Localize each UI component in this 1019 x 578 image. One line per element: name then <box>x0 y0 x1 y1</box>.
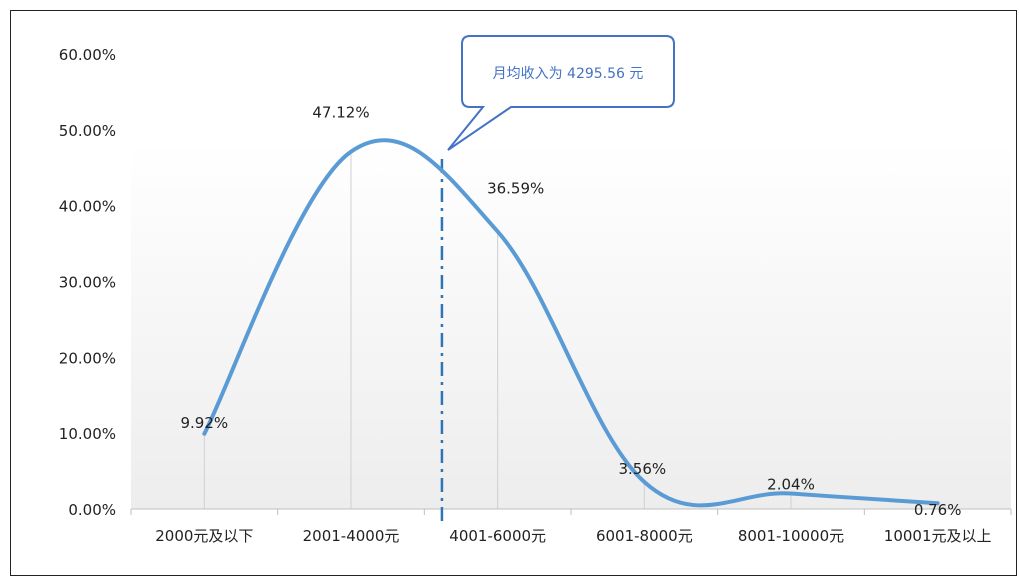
y-tick-label: 20.00% <box>59 349 116 367</box>
chart-plot: 0.00% 10.00% 20.00% 30.00% 40.00% 50.00% 60.00… <box>59 35 1012 545</box>
y-axis: 0.00% 10.00% 20.00% 30.00% 40.00% 50.00% 60.00… <box>59 46 116 519</box>
x-tick-label: 6001-8000元 <box>596 527 693 545</box>
y-tick-label: 50.00% <box>59 122 116 140</box>
x-tick-label: 2000元及以下 <box>155 527 253 545</box>
x-tick-label: 4001-6000元 <box>449 527 546 545</box>
data-label: 0.76% <box>914 501 962 519</box>
data-labels: 9.92% 47.12% 36.59% 3.56% 2.04% 0.76% <box>181 104 962 520</box>
chart-frame: 0.00% 10.00% 20.00% 30.00% 40.00% 50.00% 60.00… <box>10 10 1017 576</box>
data-label: 47.12% <box>312 104 369 122</box>
mean-callout: 月均收入为 4295.56 元 <box>447 35 675 151</box>
x-axis: 2000元及以下 2001-4000元 4001-6000元 6001-8000元 80… <box>130 508 1012 545</box>
series-line <box>202 138 940 508</box>
data-label: 9.92% <box>181 414 229 432</box>
y-tick-label: 10.00% <box>59 425 116 443</box>
plot-background <box>131 141 1011 509</box>
data-label: 36.59% <box>487 180 544 198</box>
callout-text: 月均收入为 4295.56 元 <box>493 66 644 82</box>
callout-bubble <box>447 35 675 151</box>
series-layer <box>202 138 940 508</box>
x-tick-label: 2001-4000元 <box>303 527 400 545</box>
data-label: 2.04% <box>767 476 815 494</box>
x-tick-label: 10001元及以上 <box>884 527 992 545</box>
y-tick-label: 60.00% <box>59 46 116 64</box>
y-tick-label: 40.00% <box>59 198 116 216</box>
y-tick-label: 0.00% <box>68 501 116 519</box>
data-label: 3.56% <box>619 460 667 478</box>
y-tick-label: 30.00% <box>59 274 116 292</box>
x-tick-label: 8001-10000元 <box>738 527 844 545</box>
